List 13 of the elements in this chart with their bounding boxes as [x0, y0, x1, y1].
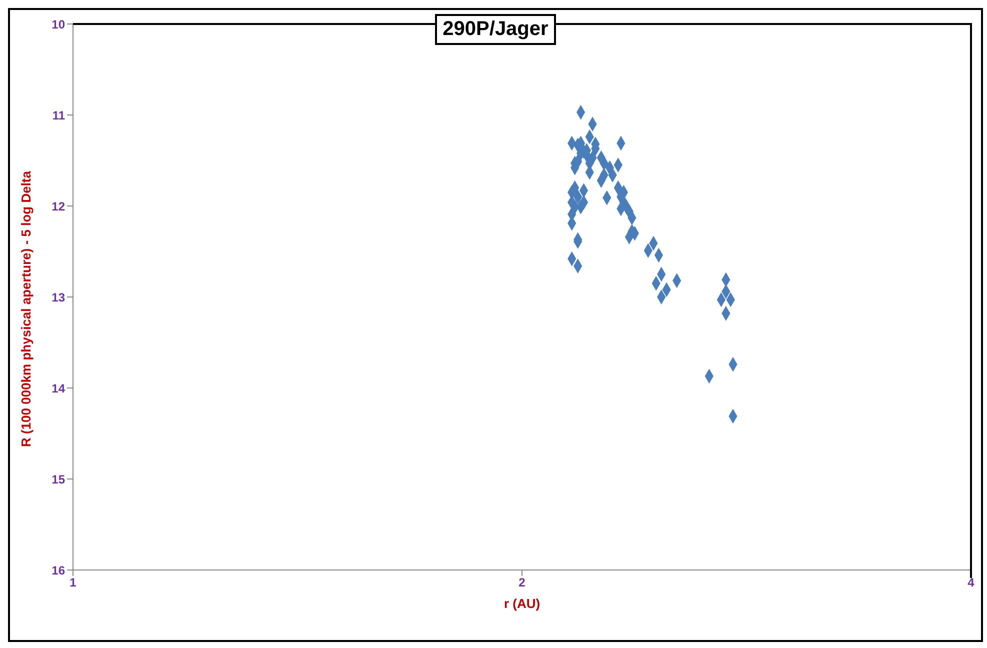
x-tick-label: 1	[70, 576, 77, 590]
y-tick-label: 10	[52, 17, 66, 32]
x-tick-label: 4	[968, 576, 975, 590]
y-tick-label: 12	[52, 199, 66, 214]
y-tick-label: 16	[52, 563, 66, 578]
y-tick-label: 15	[52, 472, 66, 486]
chart-title: 290P/Jager	[434, 14, 556, 45]
y-tick-label: 14	[52, 381, 66, 396]
y-axis-title: R (100 000km physical aperture) - 5 log Delta	[18, 170, 34, 447]
x-axis-title: r (AU)	[504, 596, 540, 611]
x-tick-label: 2	[518, 576, 526, 590]
y-tick-label: 13	[52, 290, 66, 304]
y-tick-label: 11	[52, 108, 66, 122]
